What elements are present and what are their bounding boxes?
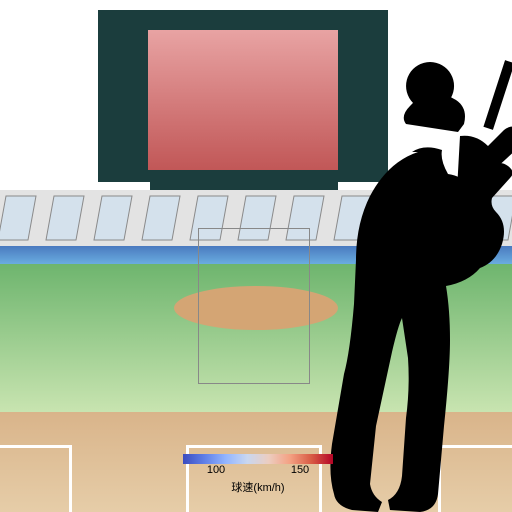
speed-legend: 100 150 球速(km/h) [178, 454, 338, 495]
legend-tick: 100 [207, 464, 225, 476]
legend-tick: 150 [291, 464, 309, 476]
legend-ticks: 100 150 [183, 464, 333, 478]
legend-colorbar [183, 454, 333, 464]
batter-box-left [0, 445, 72, 512]
legend-label: 球速(km/h) [178, 479, 338, 495]
strike-zone [198, 228, 310, 384]
scoreboard-screen [148, 30, 338, 170]
batter-silhouette [318, 60, 512, 512]
pitch-location-chart: 100 150 球速(km/h) [0, 0, 512, 512]
